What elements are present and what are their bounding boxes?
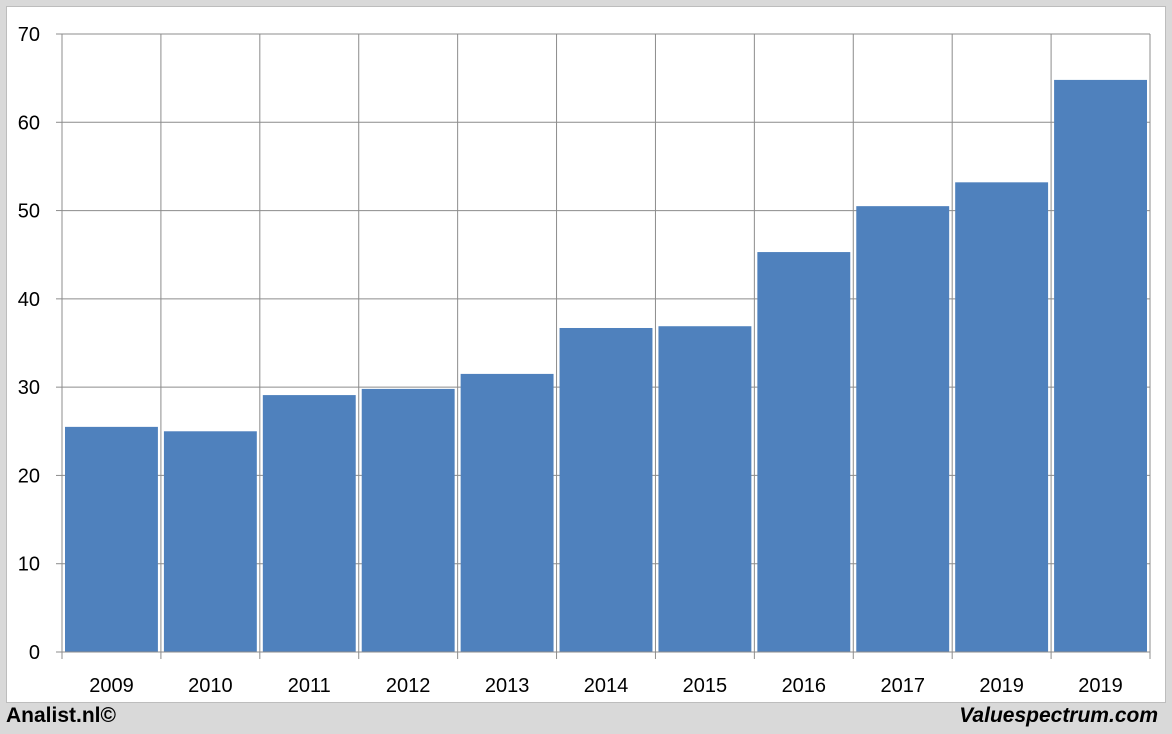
bar — [361, 388, 455, 652]
x-tick-label: 2013 — [485, 675, 530, 697]
y-tick-label: 70 — [18, 24, 40, 46]
bar — [163, 431, 257, 652]
bar — [1054, 79, 1147, 652]
x-tick-label: 2019 — [979, 675, 1024, 697]
bar — [559, 327, 653, 652]
bar — [65, 426, 158, 652]
bar — [460, 373, 554, 652]
bar — [757, 252, 851, 652]
y-tick-label: 20 — [18, 465, 40, 487]
y-tick-label: 60 — [18, 112, 40, 134]
x-tick-label: 2016 — [782, 675, 827, 697]
x-tick-label: 2011 — [288, 675, 331, 697]
y-tick-label: 10 — [18, 554, 40, 576]
x-tick-label: 2019 — [1078, 675, 1123, 697]
x-tick-label: 2014 — [584, 675, 629, 697]
bar — [856, 206, 950, 652]
x-tick-label: 2015 — [683, 675, 728, 697]
footer-source-left: Analist.nl© — [6, 704, 116, 727]
y-tick-label: 50 — [18, 201, 40, 223]
x-tick-label: 2012 — [386, 675, 431, 697]
bar — [658, 326, 752, 652]
x-tick-label: 2010 — [188, 675, 233, 697]
y-tick-label: 0 — [29, 642, 40, 664]
x-tick-label: 2009 — [89, 675, 134, 697]
x-tick-label: 2017 — [880, 675, 925, 697]
footer-source-right: Valuespectrum.com — [959, 704, 1158, 727]
y-tick-label: 30 — [18, 377, 40, 399]
y-tick-label: 40 — [18, 289, 40, 311]
bar — [955, 182, 1049, 652]
bar — [262, 395, 356, 652]
